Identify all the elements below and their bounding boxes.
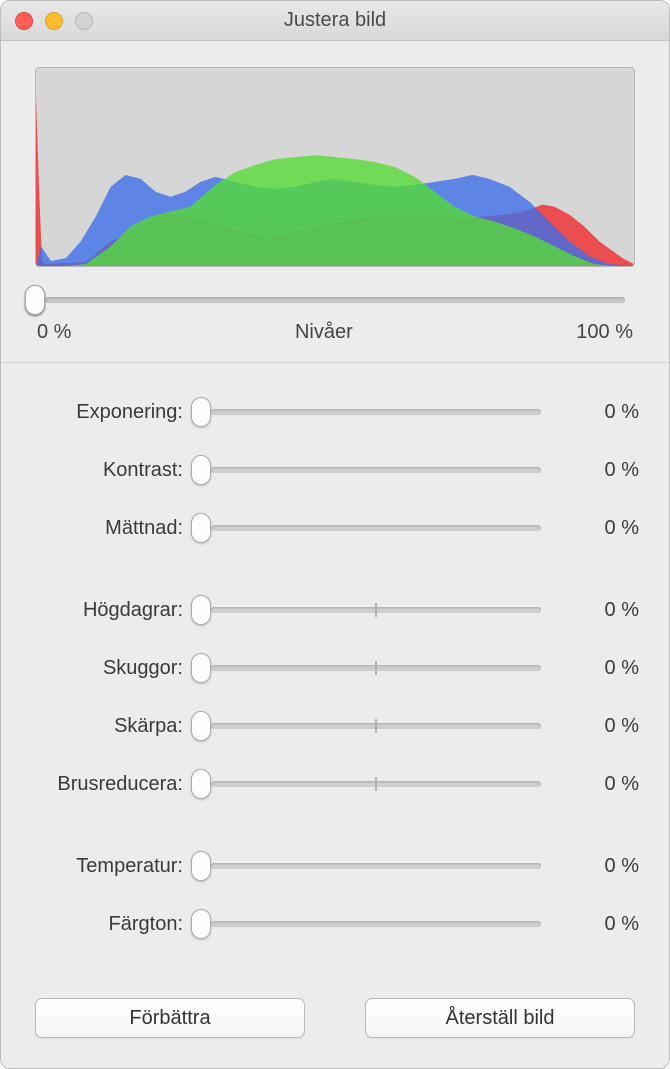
levels-min-label: 0 % — [37, 321, 71, 344]
levels-labels: 0 % Nivåer 100 % — [35, 321, 635, 344]
enhance-button[interactable]: Förbättra — [35, 998, 305, 1038]
sliders-section: Exponering: 0 % Kontrast: 0 % Mättnad: 0 % Hö… — [1, 363, 669, 961]
content: 0 % Nivåer 100 % Exponering:0 %Kontrast:… — [1, 41, 669, 1068]
buttons-section: Förbättra Återställ bild — [1, 986, 669, 1068]
reset-button[interactable]: Återställ bild — [365, 998, 635, 1038]
slider-center-tick — [375, 719, 377, 733]
adjust-image-window: Justera bild 0 % Nivåer — [0, 0, 670, 1069]
slider-value: 0 % — [561, 913, 639, 936]
slider-center-tick — [375, 603, 377, 617]
slider-label: Högdagrar: — [19, 599, 191, 622]
histogram-svg — [36, 68, 634, 266]
slider-label: Temperatur: — [19, 855, 191, 878]
slider-label: Brusreducera: — [19, 773, 191, 796]
slider-thumb[interactable] — [191, 513, 211, 543]
histogram-section: 0 % Nivåer 100 % — [1, 41, 669, 363]
slider-label: Skuggor: — [19, 657, 191, 680]
slider[interactable] — [201, 595, 551, 625]
window-title: Justera bild — [1, 9, 669, 32]
levels-track[interactable] — [35, 285, 635, 315]
close-icon[interactable] — [15, 12, 33, 30]
levels-center-label: Nivåer — [295, 321, 353, 344]
slider-value: 0 % — [561, 401, 639, 424]
slider-rail — [211, 467, 541, 473]
slider-value: 0 % — [561, 517, 639, 540]
histogram — [35, 67, 635, 267]
slider-row: Exponering: 0 % — [19, 383, 639, 441]
slider-row: Färgton: 0 % — [19, 895, 639, 953]
slider[interactable] — [201, 851, 551, 881]
traffic-lights — [15, 12, 93, 30]
slider-row: Mättnad: 0 % — [19, 499, 639, 557]
slider-value: 0 % — [561, 715, 639, 738]
slider-row: Skuggor: 0 % — [19, 639, 639, 697]
slider-thumb[interactable] — [191, 397, 211, 427]
slider[interactable] — [201, 909, 551, 939]
slider-center-tick — [375, 777, 377, 791]
slider-value: 0 % — [561, 855, 639, 878]
levels-max-label: 100 % — [576, 321, 633, 344]
slider-thumb[interactable] — [191, 595, 211, 625]
slider-row: Högdagrar: 0 % — [19, 581, 639, 639]
minimize-icon[interactable] — [45, 12, 63, 30]
slider[interactable] — [201, 653, 551, 683]
slider-thumb[interactable] — [191, 851, 211, 881]
slider-row: Brusreducera: 0 % — [19, 755, 639, 813]
slider-thumb[interactable] — [191, 455, 211, 485]
slider[interactable] — [201, 397, 551, 427]
slider-row: Kontrast: 0 % — [19, 441, 639, 499]
slider[interactable] — [201, 769, 551, 799]
maximize-icon — [75, 12, 93, 30]
slider-rail — [211, 409, 541, 415]
slider[interactable] — [201, 455, 551, 485]
slider-thumb[interactable] — [191, 653, 211, 683]
slider-value: 0 % — [561, 657, 639, 680]
slider-rail — [211, 921, 541, 927]
slider-thumb[interactable] — [191, 711, 211, 741]
levels-thumb-max[interactable] — [25, 285, 45, 315]
slider-rail — [211, 525, 541, 531]
slider-value: 0 % — [561, 773, 639, 796]
slider-row: Skärpa: 0 % — [19, 697, 639, 755]
levels-rail — [45, 297, 625, 303]
slider-thumb[interactable] — [191, 769, 211, 799]
slider-value: 0 % — [561, 459, 639, 482]
slider[interactable] — [201, 711, 551, 741]
slider-center-tick — [375, 661, 377, 675]
titlebar: Justera bild — [1, 1, 669, 41]
slider[interactable] — [201, 513, 551, 543]
slider-label: Mättnad: — [19, 517, 191, 540]
slider-rail — [211, 863, 541, 869]
slider-row: Temperatur: 0 % — [19, 837, 639, 895]
slider-label: Exponering: — [19, 401, 191, 424]
slider-label: Kontrast: — [19, 459, 191, 482]
slider-label: Skärpa: — [19, 715, 191, 738]
slider-thumb[interactable] — [191, 909, 211, 939]
slider-label: Färgton: — [19, 913, 191, 936]
slider-value: 0 % — [561, 599, 639, 622]
levels-slider: 0 % Nivåer 100 % — [35, 285, 635, 344]
